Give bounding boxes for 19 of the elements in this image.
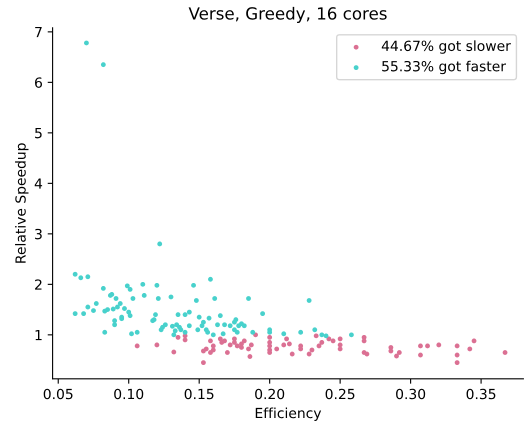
y-tick-label: 7	[35, 27, 42, 38]
y-tick-label: 1	[36, 330, 42, 340]
legend-label: 44.67% got slower	[382, 40, 511, 54]
y-tick-label: 2	[35, 279, 42, 290]
y-tick-label: 3	[35, 228, 42, 240]
x-axis-title: Efficiency	[256, 408, 322, 421]
x-tick-label: 0.05	[44, 388, 72, 400]
legend-label: 55.33% got faster	[382, 60, 506, 74]
x-tick-label: 0.15	[184, 388, 214, 400]
x-tick-label: 0.35	[466, 388, 496, 400]
x-tick-label: 0.20	[255, 388, 284, 400]
y-tick-label: 6	[35, 77, 42, 88]
y-axis-title: Relative Speedup	[15, 143, 28, 263]
x-tick-label: 0.25	[326, 388, 354, 400]
y-tick-label: 4	[34, 178, 42, 189]
x-tick-label: 0.30	[396, 388, 426, 400]
chart-title: Verse, Greedy, 16 cores	[188, 6, 387, 23]
x-tick-label: 0.10	[114, 388, 144, 400]
y-tick-label: 5	[35, 128, 42, 138]
